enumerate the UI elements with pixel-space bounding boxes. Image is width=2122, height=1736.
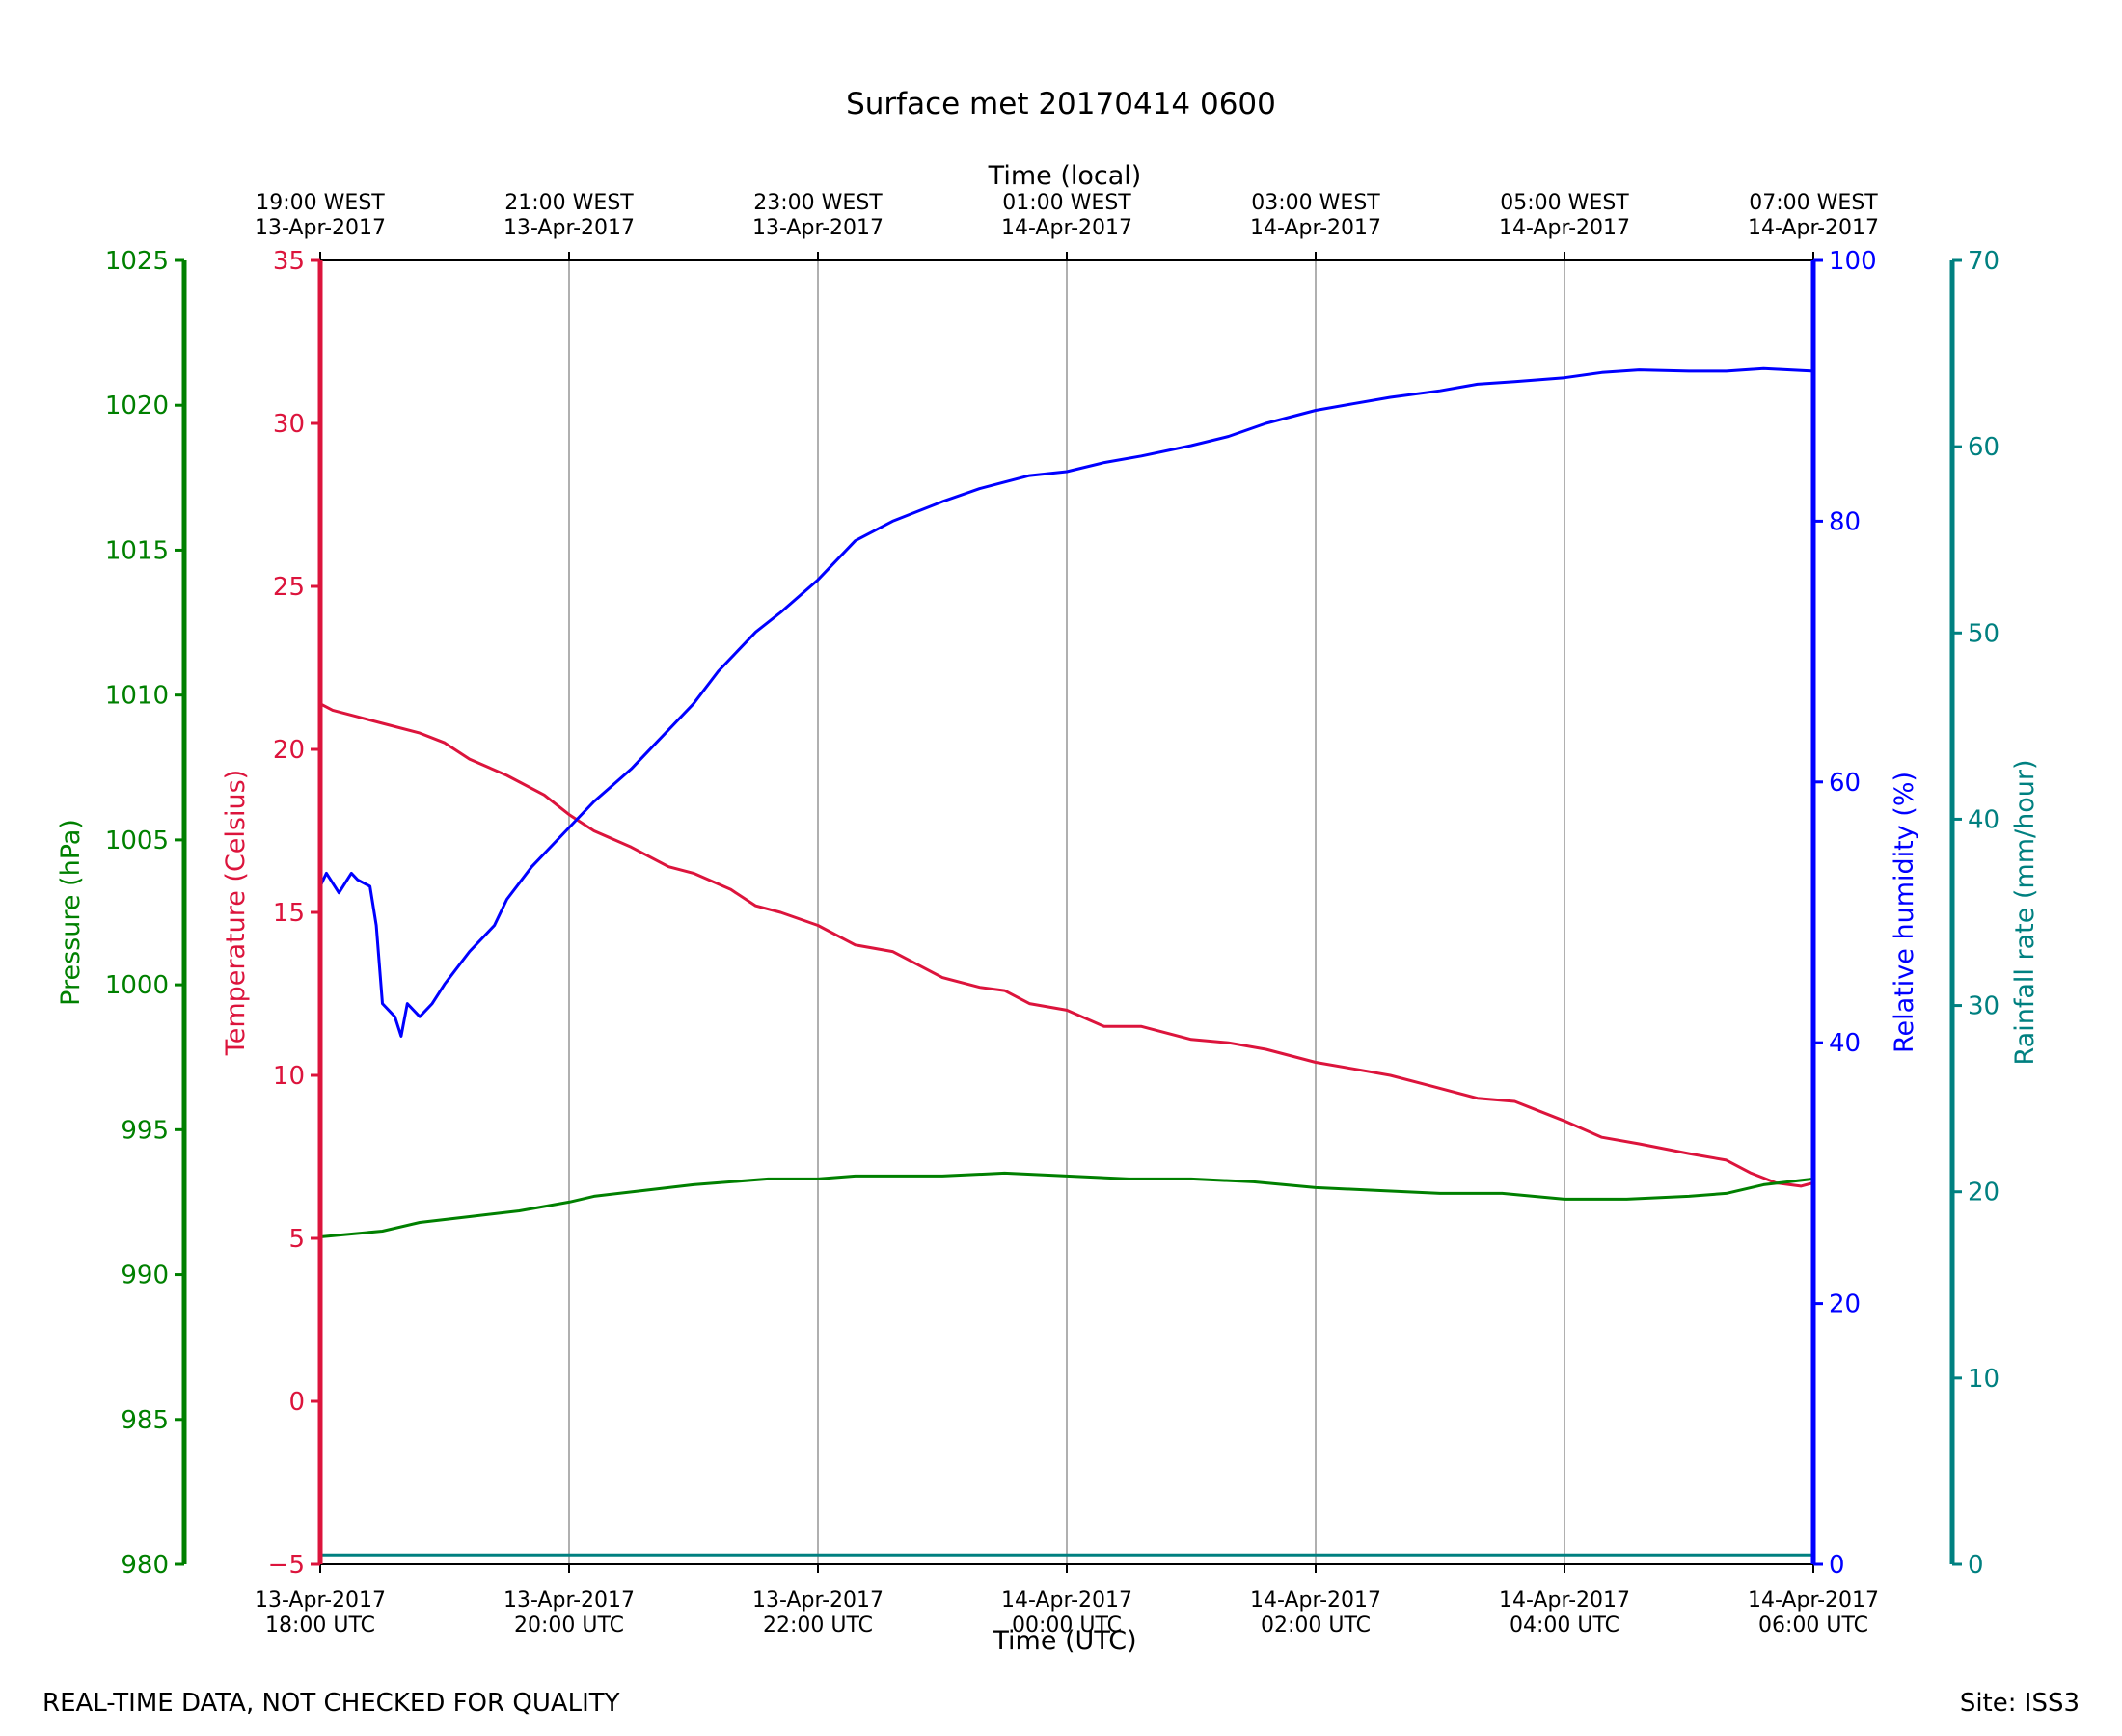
x-bottom-tick-label: 18:00 UTC [265, 1614, 375, 1638]
rainfall-tick-label: 40 [1968, 805, 2000, 834]
x-top-tick-label: 07:00 WEST [1749, 191, 1878, 215]
pressure-tick-label: 995 [121, 1116, 169, 1145]
temperature-tick-label: 0 [288, 1388, 305, 1417]
x-top-tick-label: 05:00 WEST [1500, 191, 1629, 215]
temperature-tick-label: 25 [273, 573, 305, 602]
x-top-tick-label: 21:00 WEST [504, 191, 634, 215]
pressure-tick-label: 1020 [105, 392, 169, 420]
humidity-tick-label: 20 [1829, 1290, 1861, 1319]
x-bottom-tick-label: 06:00 UTC [1758, 1614, 1868, 1638]
x-bottom-tick-label: 14-Apr-2017 [1250, 1588, 1381, 1613]
pressure-tick-label: 1025 [105, 247, 169, 276]
x-top-axis-label: Time (local) [988, 161, 1142, 191]
x-top-tick-label: 13-Apr-2017 [503, 216, 635, 240]
x-bottom-tick-label: 14-Apr-2017 [1748, 1588, 1879, 1613]
temperature-axis-label: Temperature (Celsius) [221, 770, 251, 1056]
rainfall-tick-label: 50 [1968, 619, 2000, 648]
x-bottom-tick-label: 14-Apr-2017 [1001, 1588, 1132, 1613]
temperature-tick-label: 10 [273, 1062, 305, 1091]
x-bottom-tick-label: 20:00 UTC [514, 1614, 624, 1638]
x-bottom-axis-label: Time (UTC) [992, 1626, 1136, 1656]
x-top-tick-label: 13-Apr-2017 [255, 216, 386, 240]
x-bottom-tick-label: 22:00 UTC [763, 1614, 873, 1638]
humidity-tick-label: 0 [1829, 1551, 1845, 1580]
temperature-tick-label: 15 [273, 899, 305, 928]
x-bottom-tick-label: 13-Apr-2017 [503, 1588, 635, 1613]
x-top-tick-label: 14-Apr-2017 [1499, 216, 1630, 240]
humidity-tick-label: 100 [1829, 247, 1877, 276]
pressure-tick-label: 990 [121, 1261, 169, 1290]
x-bottom-tick-label: 00:00 UTC [1012, 1614, 1122, 1638]
x-bottom-tick-label: 14-Apr-2017 [1499, 1588, 1630, 1613]
rainfall-tick-label: 10 [1968, 1365, 2000, 1394]
rainfall-tick-label: 30 [1968, 992, 2000, 1021]
x-top-tick-label: 01:00 WEST [1002, 191, 1131, 215]
chart-title: Surface met 20170414 0600 [846, 87, 1276, 122]
rainfall-tick-label: 60 [1968, 433, 2000, 462]
vertical-gridlines [568, 260, 1565, 1564]
humidity-tick-label: 40 [1829, 1029, 1861, 1058]
pressure-tick-label: 1010 [105, 682, 169, 711]
footer-site: Site: ISS3 [1960, 1689, 2080, 1718]
pressure-tick-label: 1000 [105, 971, 169, 1000]
x-top-tick-label: 14-Apr-2017 [1748, 216, 1879, 240]
series-lines [318, 366, 1814, 1557]
temperature-series-line [319, 702, 1814, 1188]
rainfall-tick-label: 20 [1968, 1179, 2000, 1207]
rainfall-tick-label: 0 [1968, 1551, 1984, 1580]
pressure-tick-label: 1005 [105, 827, 169, 855]
x-top-tick-label: 14-Apr-2017 [1250, 216, 1381, 240]
rainfall-axis-label: Rainfall rate (mm/hour) [2010, 760, 2040, 1066]
x-bottom-tick-label: 13-Apr-2017 [255, 1588, 386, 1613]
pressure-axis-label: Pressure (hPa) [56, 819, 86, 1006]
x-top-tick-label: 13-Apr-2017 [752, 216, 884, 240]
pressure-tick-label: 980 [121, 1551, 169, 1580]
x-top-tick-label: 03:00 WEST [1251, 191, 1380, 215]
rainfall-tick-label: 70 [1968, 247, 2000, 276]
x-top-tick-label: 23:00 WEST [753, 191, 883, 215]
pressure-tick-label: 985 [121, 1406, 169, 1435]
temperature-tick-label: 5 [288, 1225, 305, 1254]
humidity-axis-label: Relative humidity (%) [1890, 772, 1919, 1053]
x-top-tick-label: 14-Apr-2017 [1001, 216, 1132, 240]
pressure-series-line [319, 1171, 1814, 1238]
temperature-tick-label: 30 [273, 410, 305, 439]
x-bottom-tick-label: 04:00 UTC [1510, 1614, 1619, 1638]
x-bottom-tick-label: 02:00 UTC [1261, 1614, 1371, 1638]
humidity-series-line [318, 366, 1814, 1038]
humidity-tick-label: 80 [1829, 507, 1861, 536]
humidity-tick-label: 60 [1829, 769, 1861, 798]
temperature-tick-label: 20 [273, 736, 305, 765]
x-top-tick-label: 19:00 WEST [256, 191, 385, 215]
temperature-tick-label: −5 [268, 1551, 305, 1580]
temperature-tick-label: 35 [273, 247, 305, 276]
pressure-tick-label: 1015 [105, 536, 169, 565]
footer-quality-note: REAL-TIME DATA, NOT CHECKED FOR QUALITY [42, 1689, 620, 1718]
x-bottom-tick-label: 13-Apr-2017 [752, 1588, 884, 1613]
